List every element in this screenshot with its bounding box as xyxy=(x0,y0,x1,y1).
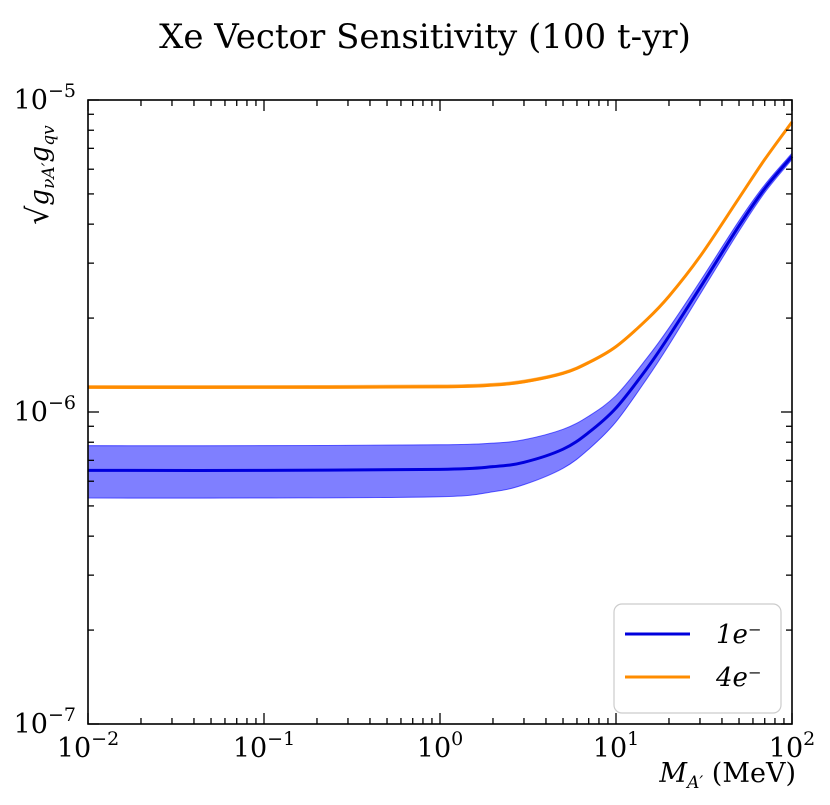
series-band-0 xyxy=(87,151,793,499)
x-axis-label: MA′ (MeV) xyxy=(658,758,796,793)
y-axis-label-sub1: νA′ xyxy=(39,162,59,189)
x-tick-label: 101 xyxy=(593,728,639,764)
x-tick-label-exponent: −1 xyxy=(267,728,295,750)
x-tick-label-exponent: −2 xyxy=(91,728,119,750)
y-tick-label-base: 10 xyxy=(14,397,48,428)
x-axis-label-m: M xyxy=(658,758,688,789)
y-axis-label-g1: g xyxy=(25,189,55,206)
x-tick-label: 10−1 xyxy=(233,728,295,764)
y-tick-label: 10−6 xyxy=(14,392,76,428)
y-tick-label: 10−7 xyxy=(14,704,76,740)
legend-label-4e: 4e⁻ xyxy=(715,663,762,693)
y-axis-label-sub2: qv xyxy=(39,125,59,146)
x-tick-label: 102 xyxy=(769,728,815,764)
x-tick-label-base: 10 xyxy=(417,733,451,764)
y-axis-label: √gνA′gqv xyxy=(21,125,59,225)
legend: 1e⁻ 4e⁻ xyxy=(613,603,782,714)
x-axis-label-sub: A′ xyxy=(685,773,703,793)
x-tick-label: 100 xyxy=(417,728,463,764)
x-axis-label-unit: (MeV) xyxy=(703,758,796,789)
y-tick-label: 10−5 xyxy=(14,80,76,116)
series-band-1 xyxy=(87,119,793,389)
series-line-0 xyxy=(87,155,794,472)
series-line-1 xyxy=(87,121,794,389)
y-tick-label-base: 10 xyxy=(14,85,48,116)
x-tick-label-base: 10 xyxy=(233,733,267,764)
plot-area xyxy=(87,119,794,499)
x-tick-label-base: 10 xyxy=(57,733,91,764)
axes-frame xyxy=(87,99,793,725)
legend-box xyxy=(613,603,782,714)
y-tick-label-exponent: −7 xyxy=(48,704,76,726)
y-tick-label-exponent: −5 xyxy=(48,80,76,102)
x-tick-label-exponent: 0 xyxy=(451,728,463,750)
x-tick-label-base: 10 xyxy=(769,733,803,764)
y-axis-label-radical: √ xyxy=(21,205,56,225)
y-tick-label-base: 10 xyxy=(14,709,48,740)
chart-title: Xe Vector Sensitivity (100 t-yr) xyxy=(159,17,691,57)
y-axis-label-g2: g xyxy=(25,146,55,163)
y-tick-label-exponent: −6 xyxy=(48,392,76,414)
y-axis-label-text: √gνA′gqv xyxy=(21,125,59,225)
x-tick-label-base: 10 xyxy=(593,733,627,764)
x-tick-label: 10−2 xyxy=(57,728,119,764)
x-tick-label-exponent: 1 xyxy=(627,728,639,750)
x-tick-label-exponent: 2 xyxy=(803,728,815,750)
legend-label-1e: 1e⁻ xyxy=(716,620,762,650)
